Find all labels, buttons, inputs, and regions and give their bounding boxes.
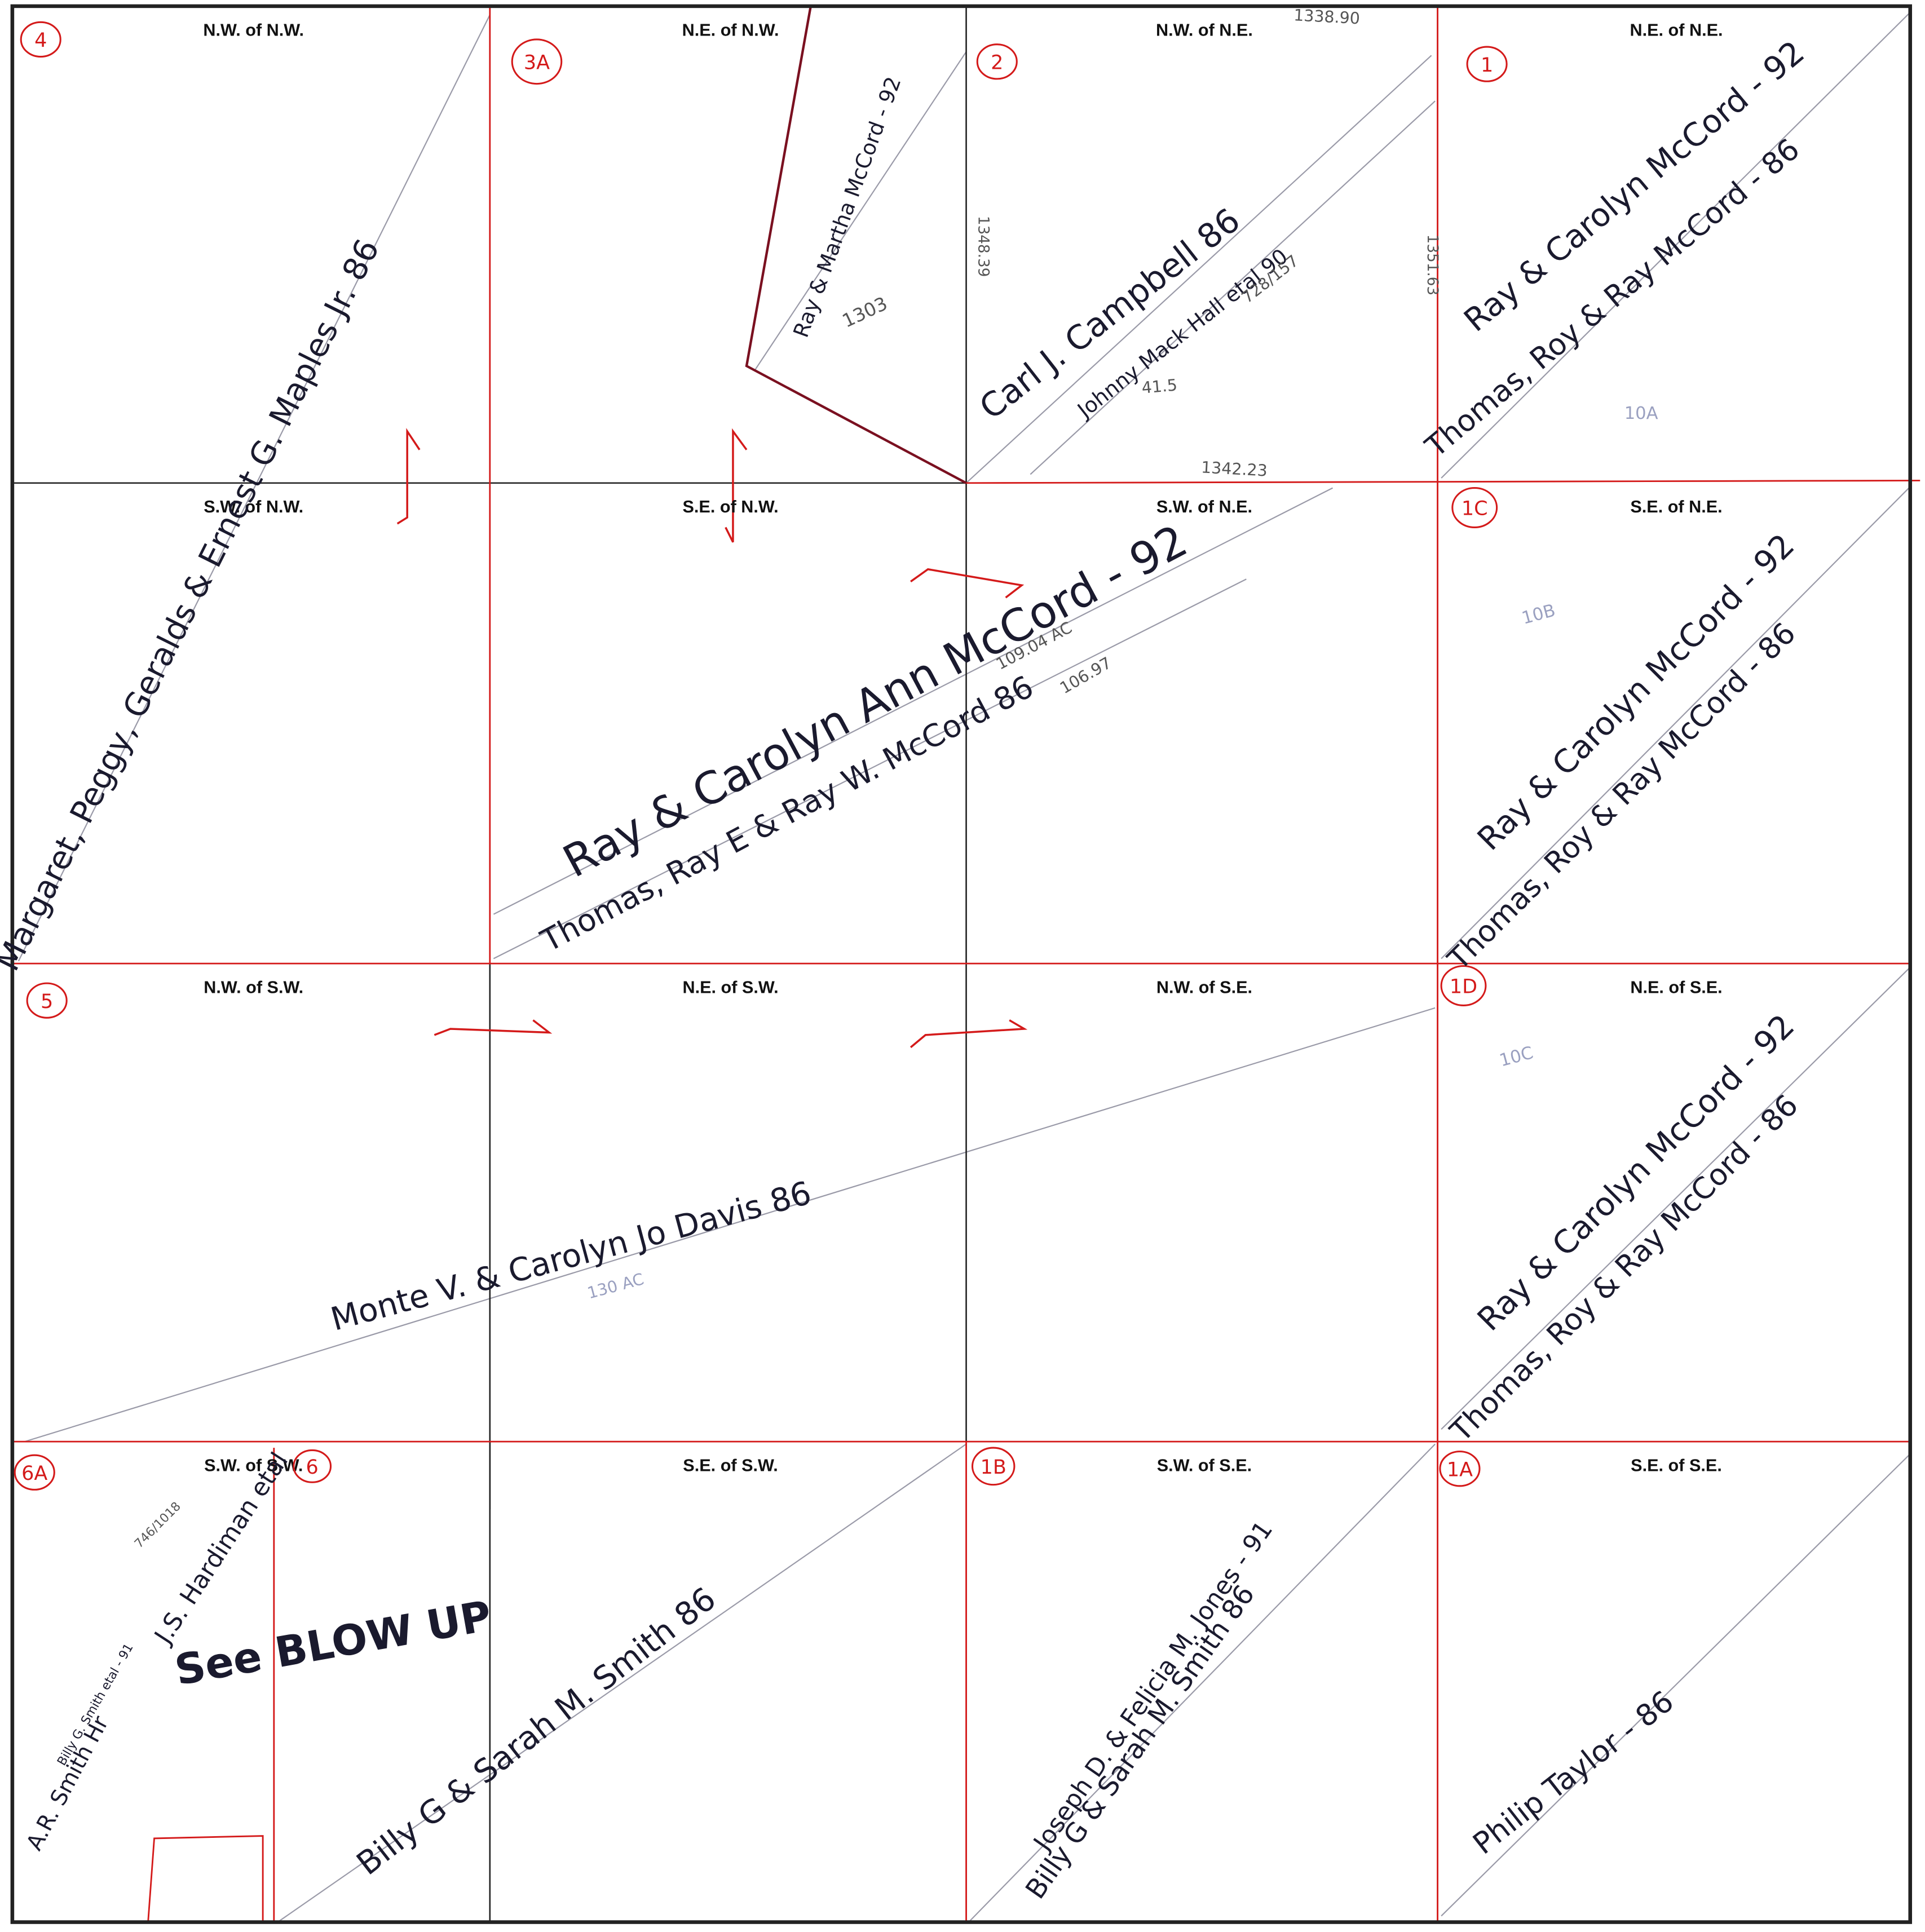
parcel-tag: 5 [41,991,53,1013]
cell-label: N.W. of S.W. [204,978,303,997]
parcel-tag: 1A [1447,1458,1473,1481]
diagonal [17,14,491,962]
tag-circle [976,43,1018,80]
diagonal [968,1443,1436,1923]
cell-label: N.E. of N.E. [1630,20,1723,39]
arrow [909,1019,1028,1049]
tag-circle [20,21,61,58]
diagonal [1030,100,1436,475]
diagonal [1441,1453,1911,1917]
parcel-tag: 1D [1450,976,1477,998]
parcel-tag: 1 [1481,54,1493,77]
tract-boundary [745,6,967,484]
parcel-tag: 1B [981,1456,1006,1479]
diagonal [1441,966,1911,1430]
tag-circle [1439,1451,1481,1487]
cell-label: S.W. of N.W. [204,497,303,516]
arrow [725,428,748,543]
diagonal [277,1443,967,1923]
cell-label: N.E. of S.W. [682,978,778,997]
parcel-tag: 4 [34,29,47,52]
cell-label: S.E. of N.E. [1630,497,1722,516]
cell-label: S.W. of S.W. [204,1456,303,1475]
pencil-lines [17,12,1911,1923]
tag-circle [26,982,68,1019]
tag-circle [971,1447,1016,1486]
arrow [910,568,1025,599]
tag-circle [1440,965,1487,1006]
grid-line [966,479,1920,484]
parcel-tag: 1C [1462,498,1488,520]
tag-circle [511,38,563,85]
diagonal [1441,12,1911,479]
note: 1351.63 [1424,235,1441,295]
tag-circle [14,1454,55,1491]
parcel-tag: 3A [524,51,550,74]
cell-label: N.E. of N.W. [682,20,779,39]
cell-label: N.E. of S.E. [1630,978,1722,997]
diagonal [965,55,1432,484]
arrow [434,1019,553,1036]
cell-label: S.W. of N.E. [1156,497,1252,516]
arrows [396,428,1028,1049]
tag-circle [1451,487,1498,528]
cell-label: N.W. of S.E. [1156,978,1252,997]
diagonal [1441,486,1911,960]
arrow [396,428,421,525]
diagonal [754,51,967,370]
parcel-tag: 6A [21,1462,47,1485]
cell-label: N.W. of N.W. [203,20,304,39]
grid-red [12,6,1920,1922]
blow-up-box [147,1835,264,1922]
note: 10A [1624,404,1658,423]
parcel-tag: 6 [306,1456,319,1479]
cell-label: S.E. of S.W. [683,1456,778,1475]
cell-label: S.E. of N.W. [682,497,778,516]
diagonal [493,487,1334,915]
parcel-tag: 2 [991,51,1003,74]
note: 1338.90 [1293,6,1360,28]
note: 1348.39 [974,216,991,277]
diagonal [493,578,1247,960]
tag-circle [293,1449,332,1483]
cell-label: S.E. of S.E. [1631,1456,1722,1475]
note: 41.5 [1141,375,1178,397]
note: 1342.23 [1200,458,1268,480]
diagonal [24,1007,1436,1443]
tag-circle [1466,46,1508,82]
cell-label: N.W. of N.E. [1156,20,1253,39]
grid-black [12,6,967,1922]
frame [10,4,1913,1924]
cell-label: S.W. of S.E. [1157,1456,1252,1475]
